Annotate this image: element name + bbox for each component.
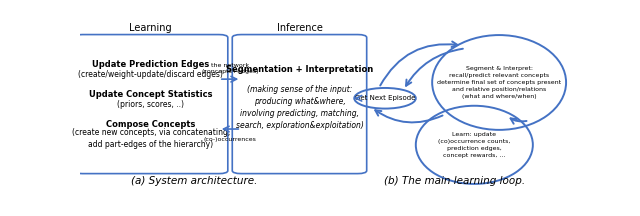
Text: (create new concepts, via concatenating,
add part-edges of the hierarchy): (create new concepts, via concatenating,…	[72, 128, 230, 149]
Text: Learning: Learning	[129, 23, 172, 33]
Text: Segment & Interpret:
recall/predict relevant concepts
determine final set of con: Segment & Interpret: recall/predict rele…	[437, 66, 561, 98]
FancyBboxPatch shape	[74, 35, 228, 174]
Text: (b) The main learning loop.: (b) The main learning loop.	[384, 176, 525, 186]
Text: Inference: Inference	[276, 23, 323, 33]
Text: (making sense of the input:
producing what&where,
involving predicting, matching: (making sense of the input: producing wh…	[236, 85, 364, 130]
Text: Update Prediction Edges: Update Prediction Edges	[92, 60, 209, 69]
Text: (co-)occurrences: (co-)occurrences	[204, 137, 257, 141]
Text: Learn: update
(co)occurrence counts,
prediction edges,
concept rewards, ...: Learn: update (co)occurrence counts, pre…	[438, 132, 511, 157]
Text: Compose Concepts: Compose Concepts	[106, 119, 195, 129]
Text: (create/weight-update/discard edges): (create/weight-update/discard edges)	[78, 70, 223, 79]
Text: Get Next Episode: Get Next Episode	[355, 95, 415, 101]
Text: Segmentation + Interpretation: Segmentation + Interpretation	[226, 65, 373, 75]
Text: (priors, scores, ..): (priors, scores, ..)	[117, 100, 184, 110]
Text: the network
(concepts+edges): the network (concepts+edges)	[202, 63, 259, 74]
Text: Update Concept Statistics: Update Concept Statistics	[89, 91, 212, 99]
FancyBboxPatch shape	[232, 35, 367, 174]
Text: (a) System architecture.: (a) System architecture.	[131, 176, 257, 186]
